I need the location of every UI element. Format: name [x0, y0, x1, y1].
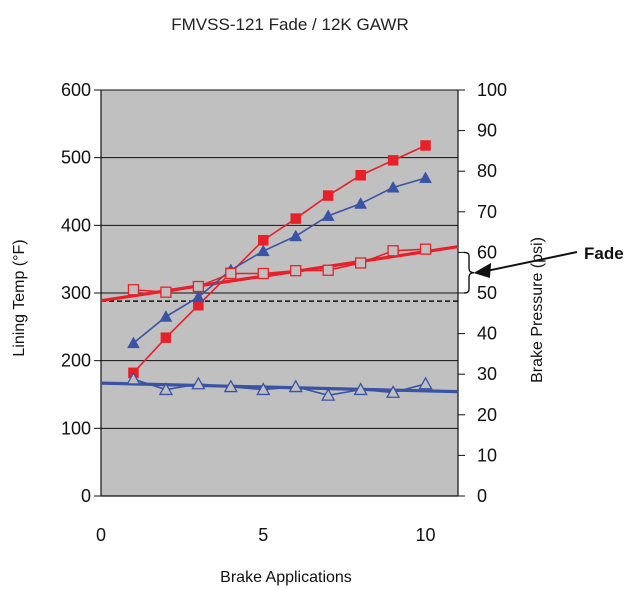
data-point — [353, 382, 368, 396]
fade-label: Fade — [584, 244, 624, 263]
data-point — [159, 310, 173, 322]
right-tick-label: 80 — [477, 161, 497, 181]
data-point — [355, 170, 366, 181]
data-point — [290, 213, 301, 224]
data-point — [322, 190, 334, 201]
data-point — [127, 336, 140, 349]
data-point — [256, 244, 270, 257]
data-point — [354, 197, 368, 209]
data-point — [420, 140, 431, 151]
data-point — [223, 379, 238, 393]
right-tick-label: 20 — [477, 405, 497, 425]
data-point — [419, 171, 432, 184]
right-tick-label: 60 — [477, 242, 497, 262]
data-point — [385, 385, 401, 398]
data-point — [321, 387, 336, 401]
data-point — [225, 267, 237, 280]
data-point — [160, 332, 172, 343]
data-point — [289, 229, 303, 242]
series-line — [132, 177, 426, 344]
series-line — [133, 378, 426, 397]
right-tick-label: 70 — [477, 202, 497, 222]
data-point — [258, 234, 269, 246]
data-point — [354, 257, 367, 269]
fade-arrow — [473, 251, 578, 279]
right-tick-label: 30 — [477, 364, 497, 384]
x-axis-label: Brake Applications — [220, 569, 352, 586]
data-point — [191, 290, 205, 303]
x-tick-label: 0 — [96, 525, 106, 545]
left-tick-label: 0 — [81, 486, 91, 506]
left-tick-label: 300 — [61, 283, 91, 303]
data-point — [192, 280, 205, 293]
data-point — [419, 243, 432, 255]
right-tick-label: 40 — [477, 324, 497, 344]
data-point — [127, 284, 140, 296]
fade-annotation: Fade — [463, 244, 624, 294]
data-point — [387, 245, 399, 257]
tick-labels: 0100200300400500600010203040506070809010… — [61, 80, 507, 545]
data-point — [160, 286, 172, 298]
left-tick-label: 100 — [61, 418, 91, 438]
left-axis-label: Lining Temp (°F) — [11, 239, 28, 356]
left-tick-label: 400 — [61, 215, 91, 235]
left-tick-label: 200 — [61, 351, 91, 371]
x-tick-label: 10 — [416, 525, 436, 545]
data-point — [387, 155, 399, 166]
data-series — [126, 140, 433, 401]
data-point — [290, 265, 302, 277]
chart-title: FMVSS-121 Fade / 12K GAWR — [171, 15, 408, 34]
data-point — [418, 376, 433, 390]
fade-bracket — [463, 251, 475, 294]
left-tick-label: 500 — [61, 148, 91, 168]
right-tick-label: 100 — [477, 80, 507, 100]
data-point — [322, 264, 334, 276]
x-tick-label: 5 — [258, 525, 268, 545]
right-tick-label: 90 — [477, 121, 497, 141]
series-line — [133, 248, 426, 293]
axes — [94, 89, 465, 497]
data-point — [257, 267, 269, 280]
data-point — [158, 382, 174, 396]
data-point — [386, 180, 400, 193]
data-point — [256, 382, 271, 396]
data-point — [191, 376, 206, 390]
right-tick-label: 50 — [477, 283, 497, 303]
data-point — [126, 371, 141, 385]
right-axis-label: Brake Pressure (psi) — [529, 237, 546, 383]
right-tick-label: 10 — [477, 445, 497, 465]
left-tick-label: 600 — [61, 80, 91, 100]
data-point — [321, 209, 335, 221]
right-tick-label: 0 — [477, 486, 487, 506]
data-point — [288, 379, 303, 393]
series-line — [132, 144, 426, 374]
